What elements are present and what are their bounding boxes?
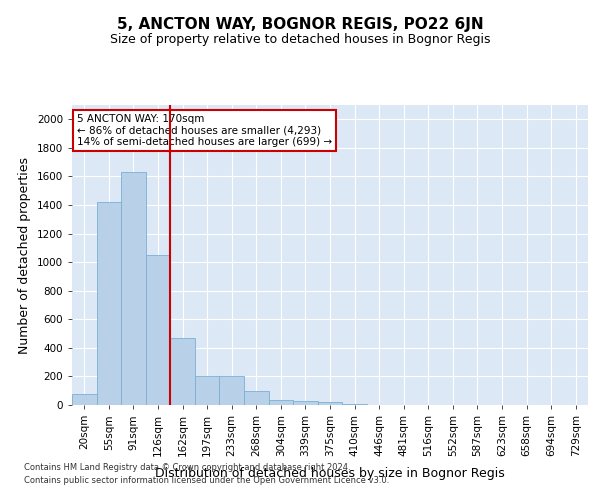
Bar bbox=[342, 404, 367, 405]
Bar bbox=[146, 255, 170, 405]
Text: 5 ANCTON WAY: 170sqm
← 86% of detached houses are smaller (4,293)
14% of semi-de: 5 ANCTON WAY: 170sqm ← 86% of detached h… bbox=[77, 114, 332, 147]
Text: Size of property relative to detached houses in Bognor Regis: Size of property relative to detached ho… bbox=[110, 32, 490, 46]
Text: 5, ANCTON WAY, BOGNOR REGIS, PO22 6JN: 5, ANCTON WAY, BOGNOR REGIS, PO22 6JN bbox=[116, 18, 484, 32]
Bar bbox=[244, 392, 269, 405]
Bar bbox=[170, 338, 195, 405]
Bar bbox=[195, 376, 220, 405]
Bar bbox=[121, 172, 146, 405]
Text: Contains public sector information licensed under the Open Government Licence v3: Contains public sector information licen… bbox=[24, 476, 389, 485]
Bar bbox=[220, 376, 244, 405]
Bar bbox=[72, 394, 97, 405]
Bar bbox=[97, 202, 121, 405]
X-axis label: Distribution of detached houses by size in Bognor Regis: Distribution of detached houses by size … bbox=[155, 468, 505, 480]
Y-axis label: Number of detached properties: Number of detached properties bbox=[18, 156, 31, 354]
Bar bbox=[318, 402, 342, 405]
Bar bbox=[293, 402, 318, 405]
Bar bbox=[269, 400, 293, 405]
Text: Contains HM Land Registry data © Crown copyright and database right 2024.: Contains HM Land Registry data © Crown c… bbox=[24, 462, 350, 471]
